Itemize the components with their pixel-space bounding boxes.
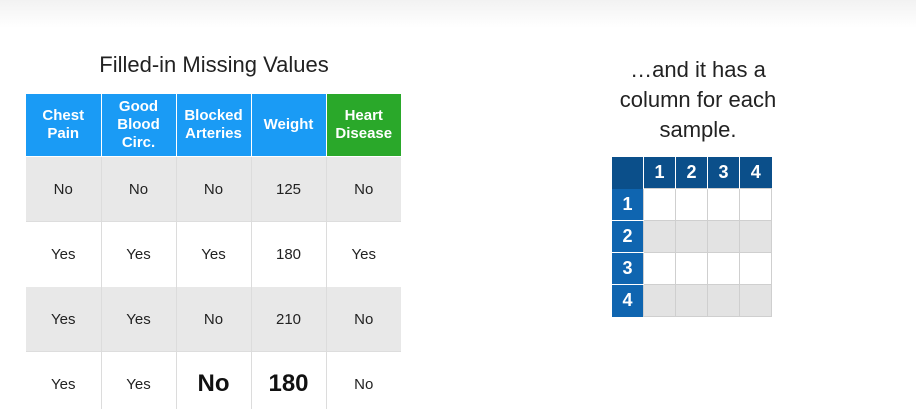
table-cell: Yes: [101, 286, 177, 352]
matrix-row-header: 4: [612, 284, 644, 317]
table-title: Filled-in Missing Values: [99, 52, 329, 77]
matrix-cell: [675, 284, 708, 317]
table-row: Yes Yes No 180 No: [26, 351, 401, 409]
matrix-row: 1: [612, 188, 772, 221]
matrix-caption: …and it has a column for each sample.: [619, 57, 777, 142]
table-cell: 125: [251, 156, 327, 222]
matrix-cell: [643, 220, 676, 253]
proximity-matrix: 1 2 3 4 1 2 3 4: [612, 157, 772, 317]
matrix-cell: [675, 220, 708, 253]
matrix-cell: [739, 252, 772, 285]
matrix-cell: [707, 252, 740, 285]
matrix-cell: [739, 188, 772, 221]
matrix-row: 4: [612, 284, 772, 317]
table-cell: 180: [251, 221, 327, 287]
table-row: Yes Yes Yes 180 Yes: [26, 221, 401, 287]
table-cell: No: [326, 351, 401, 409]
matrix-cell: [739, 284, 772, 317]
matrix-cell: [707, 284, 740, 317]
matrix-row: 3: [612, 252, 772, 285]
table-cell: Yes: [326, 221, 401, 287]
matrix-row-header: 1: [612, 188, 644, 221]
table-cell: No: [176, 286, 252, 352]
matrix-col-header: 3: [707, 157, 740, 189]
table-row: Yes Yes No 210 No: [26, 286, 401, 352]
table-cell: No: [326, 156, 401, 222]
matrix-cell: [643, 188, 676, 221]
header-row: Chest Pain Good Blood Circ. Blocked Arte…: [26, 94, 401, 157]
matrix-col-header: 1: [643, 157, 676, 189]
matrix-row: 2: [612, 220, 772, 253]
matrix-cell: [675, 188, 708, 221]
matrix-cell: [675, 252, 708, 285]
matrix-corner: [612, 157, 644, 189]
header-good-blood-circ: Good Blood Circ.: [101, 94, 177, 157]
table-cell: Yes: [26, 351, 102, 409]
table-cell: Yes: [176, 221, 252, 287]
filled-values-table: Chest Pain Good Blood Circ. Blocked Arte…: [26, 94, 401, 409]
header-heart-disease: Heart Disease: [326, 94, 401, 157]
table-row: No No No 125 No: [26, 156, 401, 222]
table-cell: Yes: [101, 351, 177, 409]
matrix-cell: [707, 188, 740, 221]
table-cell: No: [101, 156, 177, 222]
matrix-row-header: 3: [612, 252, 644, 285]
table-cell: No: [176, 156, 252, 222]
header-weight: Weight: [251, 94, 327, 157]
matrix-cell: [643, 252, 676, 285]
matrix-cell: [707, 220, 740, 253]
header-chest-pain: Chest Pain: [26, 94, 102, 157]
table-cell: Yes: [26, 221, 102, 287]
table-cell: Yes: [101, 221, 177, 287]
table-cell: Yes: [26, 286, 102, 352]
matrix-col-header: 4: [739, 157, 772, 189]
filled-cell-weight: 180: [251, 351, 327, 409]
filled-cell-blocked-arteries: No: [176, 351, 252, 409]
table-cell: No: [326, 286, 401, 352]
header-blocked-arteries: Blocked Arteries: [176, 94, 252, 157]
table-cell: No: [26, 156, 102, 222]
matrix-cell: [643, 284, 676, 317]
matrix-cell: [739, 220, 772, 253]
matrix-col-header: 2: [675, 157, 708, 189]
table-cell: 210: [251, 286, 327, 352]
matrix-row-header: 2: [612, 220, 644, 253]
